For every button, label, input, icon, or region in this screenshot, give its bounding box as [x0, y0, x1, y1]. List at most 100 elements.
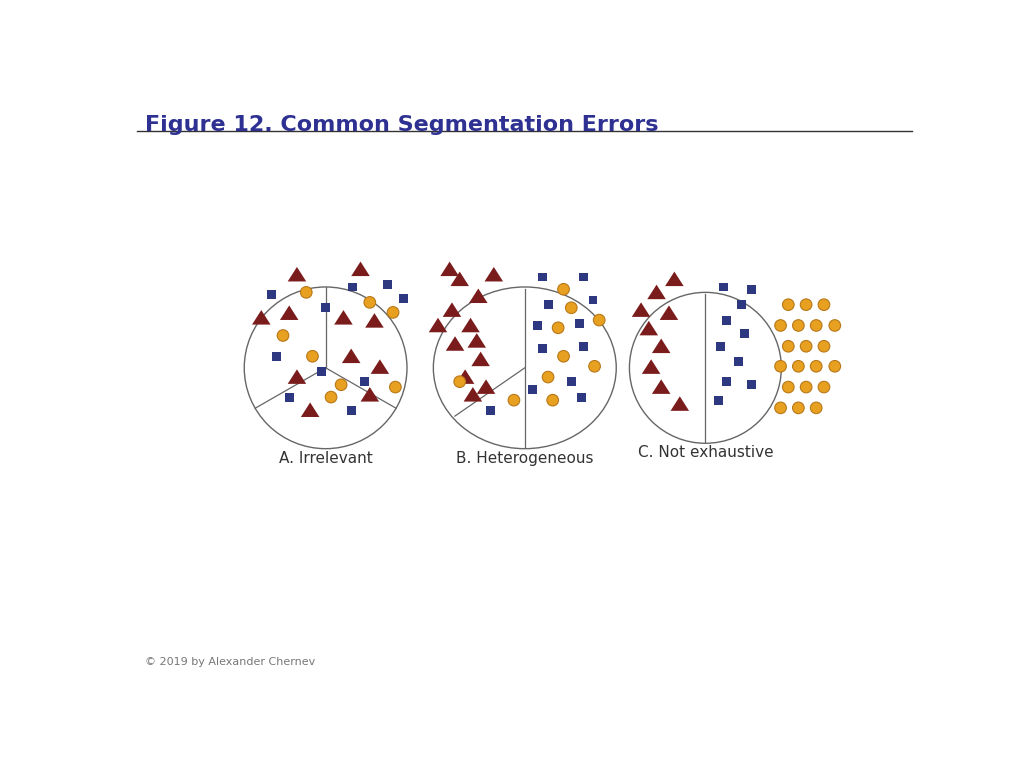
Circle shape	[593, 314, 605, 326]
Polygon shape	[477, 379, 496, 394]
Polygon shape	[360, 387, 379, 402]
Circle shape	[454, 376, 466, 387]
Polygon shape	[342, 349, 360, 363]
Circle shape	[793, 360, 804, 372]
Bar	[272, 352, 282, 361]
Circle shape	[782, 381, 795, 393]
Polygon shape	[659, 306, 678, 320]
Circle shape	[801, 299, 812, 310]
Bar	[714, 396, 723, 405]
Bar	[722, 377, 731, 386]
Bar	[317, 367, 327, 376]
Circle shape	[829, 319, 841, 331]
Circle shape	[300, 286, 312, 298]
Text: C. Not exhaustive: C. Not exhaustive	[638, 445, 773, 460]
Bar	[347, 406, 355, 415]
Bar	[734, 357, 743, 366]
Bar	[544, 300, 553, 309]
Circle shape	[818, 381, 829, 393]
Bar	[748, 285, 757, 293]
Polygon shape	[442, 303, 461, 317]
Circle shape	[818, 299, 829, 310]
Text: Figure 12. Common Segmentation Errors: Figure 12. Common Segmentation Errors	[145, 115, 658, 135]
Circle shape	[326, 392, 337, 403]
Polygon shape	[469, 289, 487, 303]
Bar	[574, 319, 584, 328]
Circle shape	[793, 319, 804, 331]
Bar	[739, 329, 749, 338]
Circle shape	[543, 371, 554, 382]
Circle shape	[801, 381, 812, 393]
Circle shape	[775, 402, 786, 414]
Circle shape	[793, 402, 804, 414]
Circle shape	[552, 322, 564, 333]
Text: B. Heterogeneous: B. Heterogeneous	[456, 451, 594, 465]
Polygon shape	[252, 310, 270, 325]
Bar	[267, 290, 275, 299]
Bar	[532, 321, 542, 330]
Polygon shape	[642, 359, 660, 374]
Circle shape	[818, 340, 829, 352]
Polygon shape	[652, 379, 671, 394]
Polygon shape	[461, 318, 480, 333]
Bar	[539, 344, 547, 353]
Circle shape	[810, 319, 822, 331]
Polygon shape	[351, 262, 370, 276]
Circle shape	[508, 395, 520, 406]
Polygon shape	[652, 339, 671, 353]
Circle shape	[364, 296, 376, 308]
Polygon shape	[456, 369, 474, 384]
Bar	[398, 294, 408, 303]
Circle shape	[775, 360, 786, 372]
Circle shape	[547, 395, 558, 406]
Bar	[539, 273, 547, 281]
Circle shape	[775, 319, 786, 331]
Bar	[486, 406, 496, 415]
Polygon shape	[484, 267, 503, 281]
Polygon shape	[334, 310, 352, 325]
Polygon shape	[440, 262, 459, 276]
Bar	[748, 380, 757, 389]
Bar	[567, 377, 575, 386]
Bar	[359, 377, 369, 386]
Circle shape	[558, 283, 569, 295]
Bar	[348, 283, 357, 291]
Circle shape	[278, 329, 289, 341]
Bar	[577, 392, 586, 402]
Polygon shape	[288, 267, 306, 281]
Polygon shape	[671, 396, 689, 411]
Bar	[285, 392, 294, 402]
Polygon shape	[640, 321, 658, 336]
Text: © 2019 by Alexander Chernev: © 2019 by Alexander Chernev	[145, 657, 315, 667]
Bar	[580, 273, 588, 281]
Polygon shape	[371, 359, 389, 374]
Bar	[722, 316, 731, 325]
Circle shape	[558, 350, 569, 362]
Circle shape	[389, 381, 401, 393]
Circle shape	[801, 340, 812, 352]
Polygon shape	[429, 318, 447, 333]
Text: A. Irrelevant: A. Irrelevant	[279, 451, 373, 465]
Circle shape	[306, 350, 318, 362]
Polygon shape	[451, 272, 469, 286]
Circle shape	[810, 402, 822, 414]
Polygon shape	[464, 387, 482, 402]
Circle shape	[829, 360, 841, 372]
Circle shape	[589, 360, 600, 372]
Polygon shape	[288, 369, 306, 384]
Polygon shape	[666, 272, 684, 286]
Bar	[717, 342, 725, 351]
Bar	[580, 342, 588, 351]
Circle shape	[782, 299, 795, 310]
Circle shape	[565, 302, 578, 313]
Bar	[737, 300, 746, 309]
Polygon shape	[647, 285, 666, 300]
Circle shape	[810, 360, 822, 372]
Bar	[322, 303, 330, 312]
Polygon shape	[301, 402, 319, 417]
Circle shape	[782, 340, 795, 352]
Circle shape	[335, 379, 347, 391]
Bar	[528, 385, 537, 394]
Bar	[719, 283, 728, 291]
Polygon shape	[366, 313, 384, 328]
